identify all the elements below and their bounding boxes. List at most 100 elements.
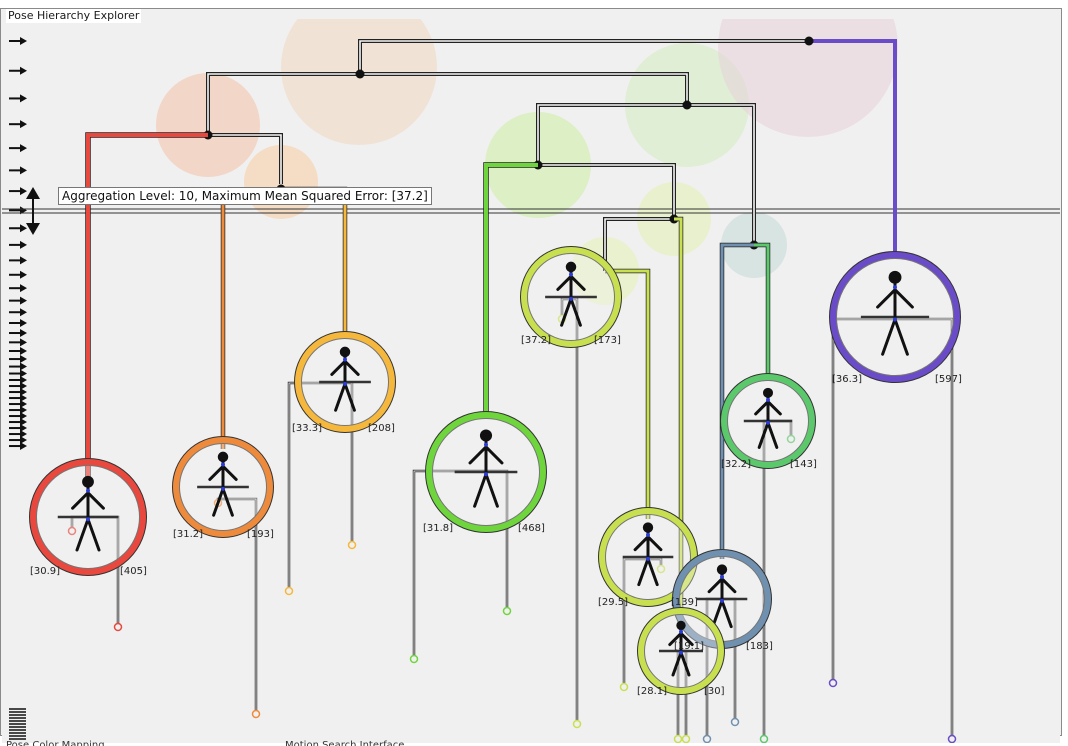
level-arrow-icon[interactable] xyxy=(9,430,27,439)
level-arrow-icon[interactable] xyxy=(9,412,27,421)
leaf-node-dot[interactable] xyxy=(67,526,77,536)
level-arrow-icon[interactable] xyxy=(9,362,27,371)
level-arrow-icon[interactable] xyxy=(9,388,27,397)
level-arrow-icon[interactable] xyxy=(9,224,27,233)
hierarchy-canvas[interactable]: [30.9] [405] [31.2] [193] [33.3] [208] [… xyxy=(2,19,1060,743)
level-arrow-icon[interactable] xyxy=(9,206,27,215)
cluster-purple-error-label: [36.3] xyxy=(832,374,863,385)
cluster-node-lime-top[interactable] xyxy=(520,246,622,348)
aggregation-cut-line[interactable] xyxy=(2,208,1060,214)
level-arrow-icon[interactable] xyxy=(9,418,27,427)
cluster-lime-low-error-label: [28.1] xyxy=(637,686,668,697)
cluster-lime-small-error-label: [19.1] xyxy=(674,641,705,652)
level-arrow-icon[interactable] xyxy=(9,144,27,153)
cluster-node-yellow-orange[interactable] xyxy=(294,331,396,433)
level-arrow-icon[interactable] xyxy=(9,369,27,378)
leaf-node-dot[interactable] xyxy=(681,734,691,743)
pose-figure-icon xyxy=(707,564,737,629)
level-arrow-icon[interactable] xyxy=(9,37,27,45)
pose-figure-icon xyxy=(71,475,105,552)
leaf-node-dot[interactable] xyxy=(828,678,838,688)
cluster-lime-low-count-label: [30] xyxy=(704,686,725,697)
cluster-node-green[interactable] xyxy=(425,411,547,533)
level-arrow-icon[interactable] xyxy=(9,318,27,327)
cluster-node-lime-mid[interactable] xyxy=(598,507,698,607)
leaf-node-dot[interactable] xyxy=(702,734,712,743)
leaf-node-dot[interactable] xyxy=(502,606,512,616)
level-arrow-icon[interactable] xyxy=(9,94,27,103)
level-arrow-icon[interactable] xyxy=(9,406,27,415)
cluster-red-count-label: [405] xyxy=(120,566,147,577)
hierarchy-node-dot[interactable] xyxy=(804,36,814,46)
background-bubbles xyxy=(156,19,898,305)
tab-pose-color-mapping[interactable]: Pose Color Mapping xyxy=(6,740,105,746)
level-arrow-icon[interactable] xyxy=(9,424,27,433)
level-arrow-dense-tail xyxy=(9,708,26,740)
level-arrow-icon[interactable] xyxy=(9,240,27,249)
hierarchy-node-dot[interactable] xyxy=(682,100,692,110)
level-arrow-icon[interactable] xyxy=(9,376,27,385)
cluster-node-lime-low[interactable] xyxy=(637,607,725,695)
cluster-orange-count-label: [193] xyxy=(247,529,274,540)
level-arrow-icon[interactable] xyxy=(9,355,27,364)
dendrogram-svg[interactable] xyxy=(2,19,1060,743)
hierarchy-node-dot[interactable] xyxy=(355,69,365,79)
level-arrow-icon[interactable] xyxy=(9,296,27,305)
leaf-node-dot[interactable] xyxy=(409,654,419,664)
cluster-nodes[interactable] xyxy=(29,246,961,695)
cluster-mint-error-label: [32.2] xyxy=(721,459,752,470)
level-arrow-icon[interactable] xyxy=(9,120,27,129)
level-arrow-icon[interactable] xyxy=(9,270,27,279)
cluster-node-mint[interactable] xyxy=(720,373,816,469)
level-arrow-icon[interactable] xyxy=(9,338,27,347)
level-arrow-icon[interactable] xyxy=(9,256,27,265)
cluster-lime-top-count-label: [173] xyxy=(594,335,621,346)
leaf-node-dot[interactable] xyxy=(786,434,796,444)
cluster-blue-count-label: [183] xyxy=(746,641,773,652)
cluster-mint-count-label: [143] xyxy=(790,459,817,470)
pose-figure-icon xyxy=(468,429,504,508)
leaf-node-dot[interactable] xyxy=(347,540,357,550)
pose-figure-icon xyxy=(668,620,694,677)
level-arrow-icon[interactable] xyxy=(9,284,27,293)
leaf-node-dot[interactable] xyxy=(251,709,261,719)
cluster-purple-count-label: [597] xyxy=(935,374,962,385)
leaf-node-dot[interactable] xyxy=(947,734,957,743)
pose-figure-icon xyxy=(556,261,586,327)
level-arrow-icon[interactable] xyxy=(9,400,27,409)
level-drag-handle-icon[interactable] xyxy=(26,187,40,235)
leaf-node-dot[interactable] xyxy=(113,622,123,632)
level-arrow-column[interactable] xyxy=(9,37,27,740)
level-arrow-icon[interactable] xyxy=(9,187,27,196)
cluster-yellow-orange-count-label: [208] xyxy=(368,423,395,434)
tab-motion-search-interface[interactable]: Motion Search Interface xyxy=(285,740,405,746)
window-title: Pose Hierarchy Explorer xyxy=(6,9,142,23)
leaf-node-dot[interactable] xyxy=(759,734,769,743)
leaf-node-dot[interactable] xyxy=(656,564,666,574)
leaf-node-dot[interactable] xyxy=(284,586,294,596)
level-arrow-icon[interactable] xyxy=(9,329,27,338)
level-arrow-icon[interactable] xyxy=(9,394,27,403)
level-arrow-icon[interactable] xyxy=(9,166,27,175)
cluster-node-purple[interactable] xyxy=(829,251,961,383)
pose-figure-icon xyxy=(330,346,360,412)
cluster-node-red[interactable] xyxy=(29,458,147,576)
bottom-tab-bar: Pose Color Mapping Motion Search Interfa… xyxy=(0,738,1068,746)
level-arrow-icon[interactable] xyxy=(9,442,27,451)
cluster-lime-top-error-label: [37.2] xyxy=(521,335,552,346)
level-arrow-icon[interactable] xyxy=(9,436,27,445)
leaf-node-dot[interactable] xyxy=(673,734,683,743)
pose-hierarchy-panel: [30.9] [405] [31.2] [193] [33.3] [208] [… xyxy=(0,8,1062,743)
cluster-yellow-orange-error-label: [33.3] xyxy=(292,423,323,434)
level-arrow-icon[interactable] xyxy=(9,347,27,356)
cluster-node-orange[interactable] xyxy=(172,436,274,538)
level-arrow-icon[interactable] xyxy=(9,382,27,391)
cluster-lime-mid-error-label: [29.5] xyxy=(598,597,629,608)
level-arrow-icon[interactable] xyxy=(9,308,27,317)
leaf-node-dot[interactable] xyxy=(572,719,582,729)
level-arrow-icon[interactable] xyxy=(9,66,27,75)
leaf-node-dot[interactable] xyxy=(730,717,740,727)
leaf-node-dot[interactable] xyxy=(619,682,629,692)
cluster-green-count-label: [468] xyxy=(518,523,545,534)
pose-figure-icon xyxy=(208,451,238,517)
